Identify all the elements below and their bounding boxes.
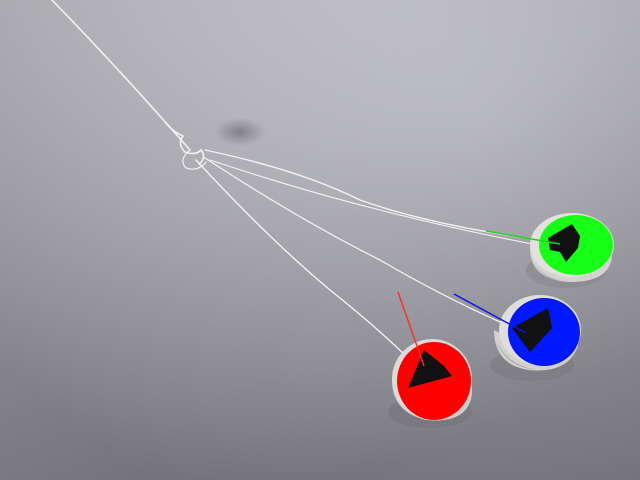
green-cylinder-side-shade — [532, 258, 566, 282]
green-cylinder — [485, 213, 614, 288]
green-vector-line — [485, 230, 561, 245]
string-to-green — [204, 149, 541, 241]
red-marker-shape — [408, 350, 452, 388]
string-to-red — [195, 159, 411, 361]
red-cylinder — [388, 291, 472, 428]
red-marker — [397, 342, 471, 420]
string-to-green-2 — [209, 159, 543, 247]
blue-marker-shape — [512, 308, 552, 352]
knot — [164, 121, 205, 165]
knot-shadow — [214, 118, 266, 146]
blue-cylinder-side-shade — [496, 340, 536, 370]
blue-vector-line — [453, 293, 527, 334]
green-marker-shape — [548, 224, 580, 262]
blue-cylinder — [453, 293, 581, 381]
red-vector-line — [397, 291, 425, 367]
strings — [51, 0, 543, 361]
string-to-blue — [204, 157, 501, 323]
string-loop — [182, 149, 207, 170]
